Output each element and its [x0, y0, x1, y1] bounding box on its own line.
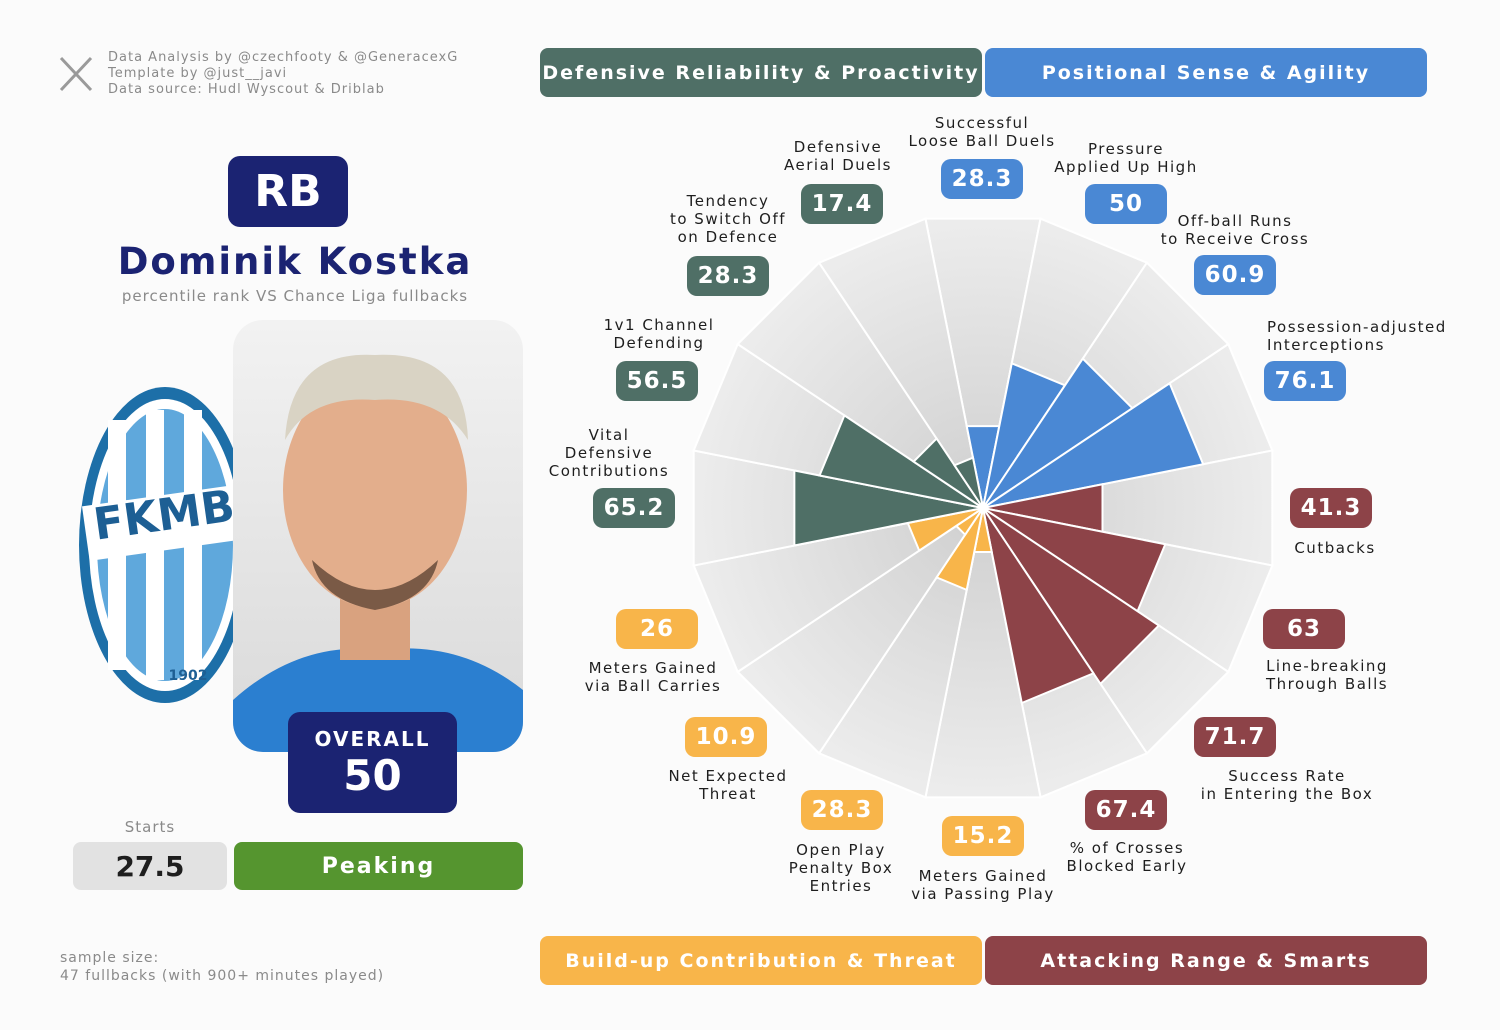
subtitle: percentile rank VS Chance Liga fullbacks	[121, 287, 469, 305]
background	[692, 217, 1274, 799]
legend-header: Defensive Reliability & Proactivity	[540, 48, 982, 97]
category-label: Line-breaking Through Balls	[1265, 657, 1389, 693]
crest-year: 1902	[169, 668, 208, 684]
value-badge: 15.2	[942, 816, 1024, 856]
value-badge: 10.9	[685, 717, 767, 757]
value-badge: 56.5	[616, 361, 698, 401]
slice-bar	[952, 456, 984, 509]
legend-header: Positional Sense & Agility	[985, 48, 1427, 97]
value-badge: 76.1	[1264, 361, 1346, 401]
overall-value: 50	[343, 751, 402, 800]
category-label: Pressure Applied Up High	[1054, 140, 1198, 176]
category-label: Meters Gained via Ball Carries	[584, 659, 722, 695]
value-badge: 63	[1263, 609, 1345, 649]
category-label: Defensive Aerial Duels	[784, 138, 892, 174]
credit-line: Template by @just__javi	[108, 66, 288, 81]
status: Peaking	[234, 842, 523, 890]
value-badge: 71.7	[1194, 717, 1276, 757]
value-badge: 28.3	[801, 790, 883, 830]
crest: FKMB 1902	[79, 387, 251, 703]
value-badge: 28.3	[941, 159, 1023, 199]
player-photo	[233, 320, 523, 752]
category-label: Successful Loose Ball Duels	[908, 114, 1056, 150]
value-badge: 50	[1085, 184, 1167, 224]
category-label: Meters Gained via Passing Play	[911, 867, 1055, 903]
value-badge: 28.3	[687, 256, 769, 296]
legend-header: Attacking Range & Smarts	[985, 936, 1427, 985]
sample-line: sample size:	[60, 950, 160, 966]
value-badge: 60.9	[1194, 255, 1276, 295]
slice-bar	[935, 507, 984, 592]
slice-background	[817, 217, 984, 509]
category-label: Vital Defensive Contributions	[548, 426, 670, 480]
category-label: Tendency to Switch Off on Defence	[669, 192, 787, 246]
category-label: Possession-adjusted Interceptions	[1267, 318, 1447, 354]
starts-value: 27.5	[73, 842, 227, 890]
value-badge: 17.4	[801, 184, 883, 224]
credit-line: Data source: Hudl Wyscout & Driblab	[108, 82, 385, 97]
value-badge: 65.2	[593, 488, 675, 528]
starts-label: Starts	[124, 818, 176, 836]
sample-line: 47 fullbacks (with 900+ minutes played)	[60, 968, 385, 984]
value-badge: 26	[616, 609, 698, 649]
category-label: Off-ball Runs to Receive Cross	[1160, 212, 1310, 248]
value-badge: 67.4	[1085, 790, 1167, 830]
position-badge: RB	[228, 156, 348, 227]
category-label: Open Play Penalty Box Entries	[788, 841, 894, 895]
overall-box: OVERALL 50	[288, 712, 457, 813]
category-label: Cutbacks	[1294, 539, 1376, 557]
credit-line: Data Analysis by @czechfooty & @Generace…	[108, 50, 459, 65]
player-name: Dominik Kostka	[117, 240, 473, 283]
category-label: Net Expected Threat	[668, 767, 788, 803]
overall-label: OVERALL	[314, 727, 431, 751]
slice-bar	[982, 507, 1095, 705]
category-label: % of Crosses Blocked Early	[1066, 839, 1188, 875]
legend-header: Build-up Contribution & Threat	[540, 936, 982, 985]
value-badge: 41.3	[1290, 488, 1372, 528]
category-label: Success Rate in Entering the Box	[1200, 767, 1374, 803]
x-logo	[59, 56, 93, 92]
category-label: 1v1 Channel Defending	[603, 316, 715, 352]
